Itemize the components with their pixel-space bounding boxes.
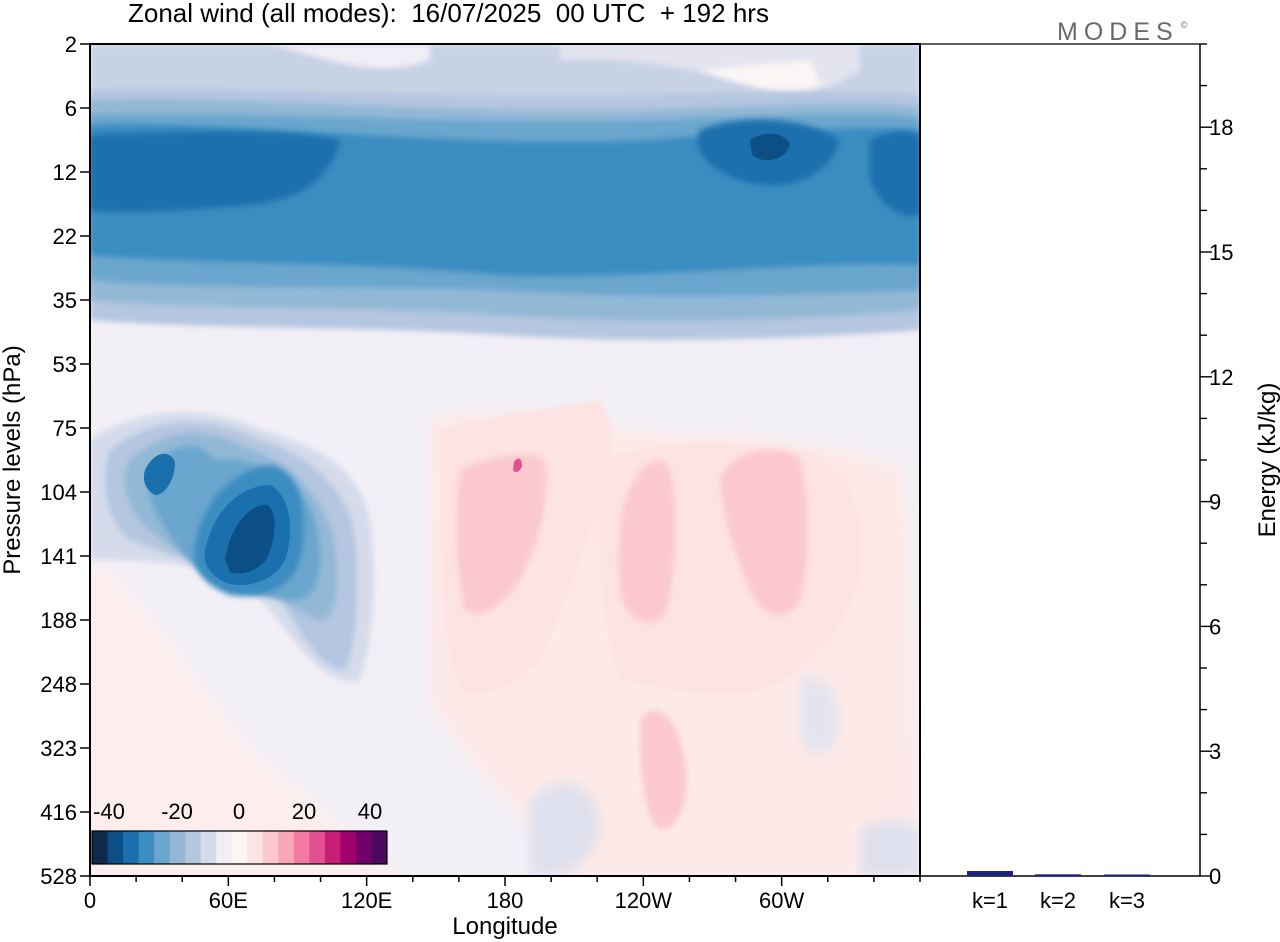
copyright-mark: © <box>1180 20 1188 30</box>
y-tick-label: 416 <box>40 800 77 825</box>
bar-category-label: k=1 <box>972 888 1008 913</box>
colorbar-swatch <box>216 831 233 864</box>
colorbar-swatch <box>92 831 109 864</box>
colorbar-label: 0 <box>233 799 245 824</box>
energy-bars: k=1 k=2 k=3 <box>967 871 1150 913</box>
y-tick-label: 35 <box>53 288 77 313</box>
y-tick-label: 323 <box>40 736 77 761</box>
x-tick-label: 0 <box>84 888 96 913</box>
x-tick-label: 180 <box>487 888 524 913</box>
colorbar-label: 20 <box>292 799 316 824</box>
energy-bar <box>1104 874 1150 876</box>
colorbar-label: -40 <box>93 799 125 824</box>
colorbar-swatch <box>355 831 372 864</box>
x-tick-label: 60W <box>759 888 804 913</box>
colorbar-swatch <box>107 831 124 864</box>
colorbar-swatch <box>293 831 310 864</box>
colorbar: -40 -20 0 20 40 <box>91 799 388 865</box>
colorbar-swatch <box>262 831 279 864</box>
energy-tick-label: 0 <box>1209 864 1221 889</box>
energy-tick-label: 18 <box>1209 115 1233 140</box>
y-tick-label: 6 <box>65 96 77 121</box>
y-tick-label: 104 <box>40 480 77 505</box>
chart-title: Zonal wind (all modes): 16/07/2025 00 UT… <box>128 0 769 28</box>
colorbar-label: -20 <box>161 799 193 824</box>
x-axis-title: Longitude <box>452 913 557 940</box>
y-tick-label: 248 <box>40 672 77 697</box>
bar-category-label: k=2 <box>1040 888 1076 913</box>
y-axis-title: Pressure levels (hPa) <box>0 345 26 574</box>
energy-tick-label: 3 <box>1209 739 1221 764</box>
colorbar-swatch <box>185 831 202 864</box>
energy-axis-title: Energy (kJ/kg) <box>1254 383 1280 538</box>
colorbar-swatch <box>371 831 388 864</box>
colorbar-swatch <box>278 831 295 864</box>
colorbar-swatch <box>231 831 248 864</box>
colorbar-swatch <box>200 831 217 864</box>
y-tick-label: 22 <box>53 224 77 249</box>
y-tick-label: 53 <box>53 352 77 377</box>
heatmap-field <box>90 44 920 876</box>
colorbar-swatch <box>324 831 341 864</box>
colorbar-label: 40 <box>358 799 382 824</box>
energy-tick-label: 9 <box>1209 490 1221 515</box>
colorbar-swatch <box>154 831 171 864</box>
energy-tick-label: 12 <box>1209 365 1233 390</box>
modes-logo: MODES © <box>1057 18 1188 47</box>
bar-category-label: k=3 <box>1109 888 1145 913</box>
colorbar-swatch <box>169 831 186 864</box>
brand-text: MODES <box>1057 18 1179 46</box>
energy-axis: 0 3 6 9 12 15 18 <box>1200 43 1233 889</box>
colorbar-swatch <box>340 831 357 864</box>
x-tick-label: 120W <box>615 888 673 913</box>
y-tick-label: 188 <box>40 608 77 633</box>
x-tick-label: 120E <box>341 888 392 913</box>
pressure-axis: 2 6 12 22 35 53 75 104 141 188 248 323 416 528 <box>40 32 90 889</box>
energy-tick-label: 6 <box>1209 614 1221 639</box>
y-tick-label: 141 <box>40 544 77 569</box>
y-tick-label: 2 <box>65 32 77 57</box>
energy-tick-label: 15 <box>1209 240 1233 265</box>
energy-bar <box>1035 874 1081 876</box>
y-tick-label: 528 <box>40 864 77 889</box>
colorbar-swatch <box>247 831 264 864</box>
colorbar-swatch <box>123 831 140 864</box>
y-tick-label: 12 <box>53 160 77 185</box>
colorbar-swatch <box>138 831 155 864</box>
x-tick-label: 60E <box>209 888 248 913</box>
colorbar-swatch <box>309 831 326 864</box>
y-tick-label: 75 <box>53 416 77 441</box>
colorbar-frame <box>91 830 388 865</box>
energy-bar <box>967 871 1013 876</box>
longitude-axis: 0 60E 120E 180 120W 60W <box>84 876 921 913</box>
